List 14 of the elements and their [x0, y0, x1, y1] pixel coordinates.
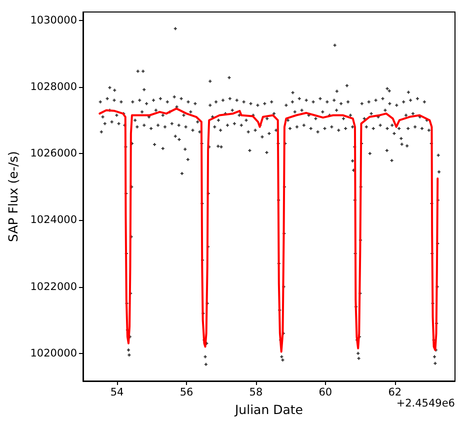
x-axis-title: Julian Date — [234, 402, 304, 417]
y-tick-label: 1028000 — [30, 80, 77, 93]
x-tick-label: 62 — [388, 386, 402, 398]
x-tick-label: 60 — [318, 386, 332, 398]
y-tick-label: 1024000 — [30, 214, 77, 226]
x-tick-label: 54 — [110, 386, 124, 398]
y-tick-label: 1020000 — [30, 347, 77, 360]
text: +2.4549e6 — [396, 398, 456, 410]
x-tick-label: 58 — [249, 386, 263, 398]
y-tick-label: 1030000 — [30, 14, 77, 26]
y-tick-label: 1022000 — [30, 280, 77, 293]
x-tick-label: 56 — [180, 386, 194, 398]
y-tick-label: 1026000 — [30, 148, 77, 160]
y-axis-title: SAP Flux (e-/s) — [5, 151, 20, 242]
